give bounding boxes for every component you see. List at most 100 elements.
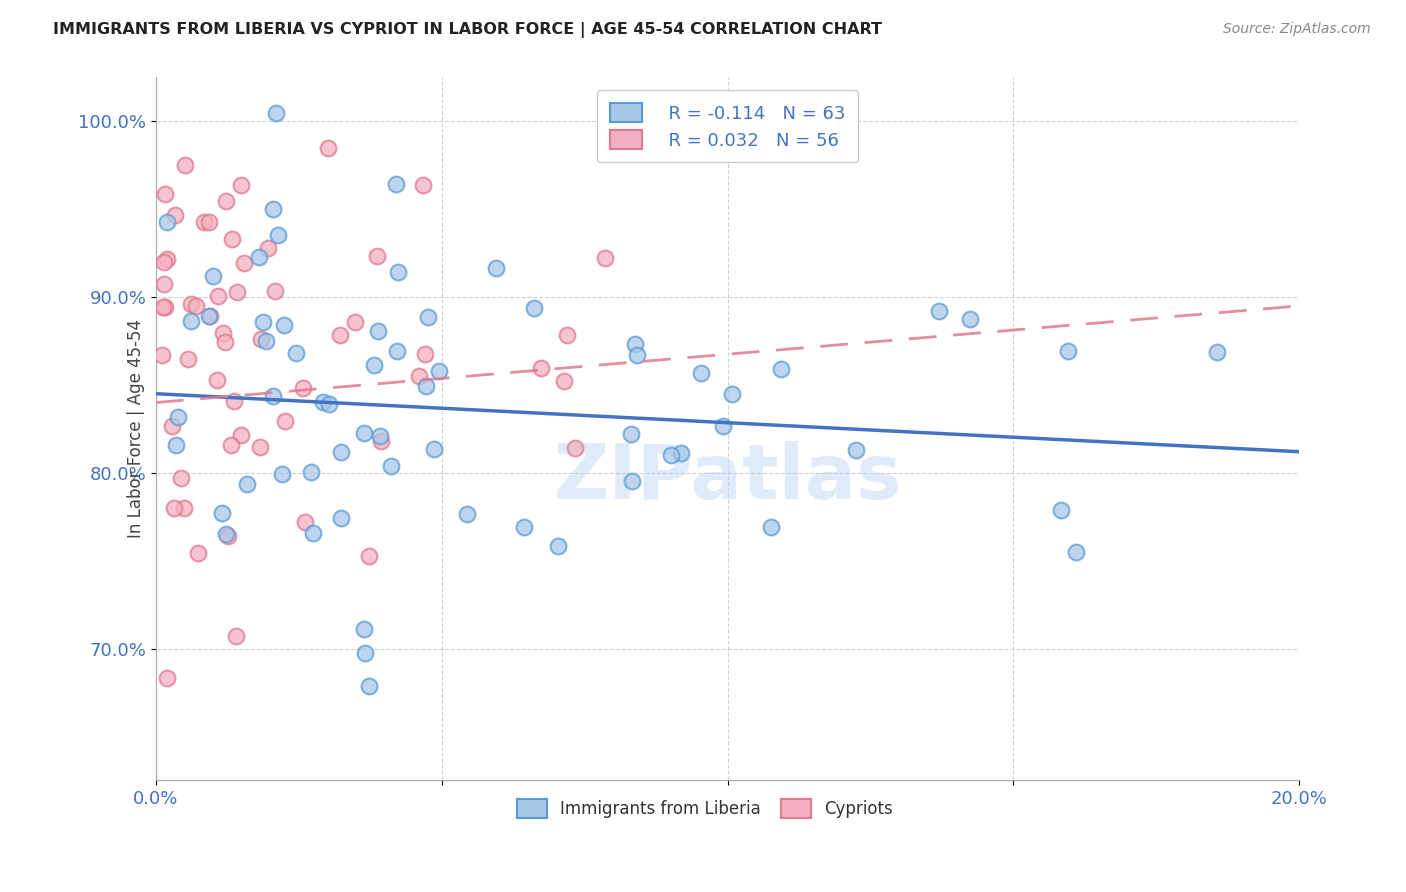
Point <box>153 186 176 201</box>
Text: IMMIGRANTS FROM LIBERIA VS CYPRIOT IN LABOR FORCE | AGE 45-54 CORRELATION CHART: IMMIGRANTS FROM LIBERIA VS CYPRIOT IN LA… <box>53 22 883 38</box>
Point <box>370 434 392 449</box>
Point <box>170 471 193 485</box>
Point <box>659 448 682 462</box>
Point <box>187 545 209 559</box>
Point <box>264 284 287 298</box>
Point <box>759 520 782 534</box>
Text: Source: ZipAtlas.com: Source: ZipAtlas.com <box>1223 22 1371 37</box>
Point <box>156 252 179 266</box>
Point <box>413 347 436 361</box>
Point <box>193 215 215 229</box>
Point <box>215 527 238 541</box>
Point <box>620 427 643 442</box>
Point <box>162 419 184 434</box>
Point <box>513 520 536 534</box>
Point <box>249 332 271 346</box>
Point <box>564 441 586 455</box>
Point <box>427 364 450 378</box>
Point <box>1057 343 1080 358</box>
Point <box>408 368 430 383</box>
Point <box>415 379 437 393</box>
Point <box>219 438 242 452</box>
Point <box>166 410 188 425</box>
Point <box>184 299 207 313</box>
Point <box>217 529 239 543</box>
Point <box>380 458 402 473</box>
Point <box>845 443 868 458</box>
Point <box>769 361 792 376</box>
Point <box>212 326 235 341</box>
Point <box>200 309 222 323</box>
Point <box>721 387 744 401</box>
Text: ZIPatlas: ZIPatlas <box>554 441 903 515</box>
Point <box>1205 345 1227 359</box>
Point <box>363 358 385 372</box>
Point <box>294 515 316 529</box>
Point <box>423 442 446 456</box>
Point <box>353 622 375 636</box>
Point <box>207 373 229 387</box>
Point <box>198 215 221 229</box>
Point <box>366 249 388 263</box>
Point <box>226 285 249 299</box>
Point <box>669 446 692 460</box>
Point <box>353 426 375 441</box>
Point <box>547 540 569 554</box>
Point <box>152 277 174 291</box>
Point <box>385 177 408 191</box>
Point <box>299 465 322 479</box>
Point <box>1064 545 1087 559</box>
Point <box>273 318 295 332</box>
Point <box>711 419 734 434</box>
Point <box>329 510 352 524</box>
Point <box>416 310 439 325</box>
Y-axis label: In Labor Force | Age 45-54: In Labor Force | Age 45-54 <box>127 319 145 539</box>
Point <box>302 525 325 540</box>
Point <box>359 679 381 693</box>
Point <box>267 227 290 242</box>
Point <box>529 361 551 376</box>
Point <box>485 261 508 276</box>
Point <box>387 264 409 278</box>
Point <box>343 315 366 329</box>
Point <box>173 158 195 172</box>
Point <box>959 312 981 326</box>
Point <box>156 672 179 686</box>
Point <box>233 256 256 270</box>
Point <box>387 344 409 359</box>
Point <box>593 252 616 266</box>
Point <box>312 395 335 409</box>
Point <box>318 397 340 411</box>
Point <box>211 506 233 520</box>
Point <box>523 301 546 315</box>
Point <box>235 477 257 491</box>
Point <box>329 328 352 343</box>
Point <box>274 414 297 428</box>
Point <box>367 324 389 338</box>
Point <box>928 304 950 318</box>
Point <box>221 232 243 246</box>
Point <box>229 178 252 193</box>
Point <box>354 646 377 660</box>
Point <box>207 289 229 303</box>
Point <box>156 215 179 229</box>
Legend: Immigrants from Liberia, Cypriots: Immigrants from Liberia, Cypriots <box>510 793 900 825</box>
Point <box>225 629 247 643</box>
Point <box>252 315 274 329</box>
Point <box>262 202 284 216</box>
Point <box>163 208 186 222</box>
Point <box>284 345 307 359</box>
Point <box>214 334 236 349</box>
Point <box>152 255 174 269</box>
Point <box>202 269 225 284</box>
Point <box>359 549 381 563</box>
Point <box>262 389 284 403</box>
Point <box>198 310 221 324</box>
Point <box>180 314 202 328</box>
Point <box>456 508 478 522</box>
Point <box>222 393 245 408</box>
Point <box>163 501 186 516</box>
Point <box>155 300 177 314</box>
Point <box>1050 502 1073 516</box>
Point <box>152 301 174 315</box>
